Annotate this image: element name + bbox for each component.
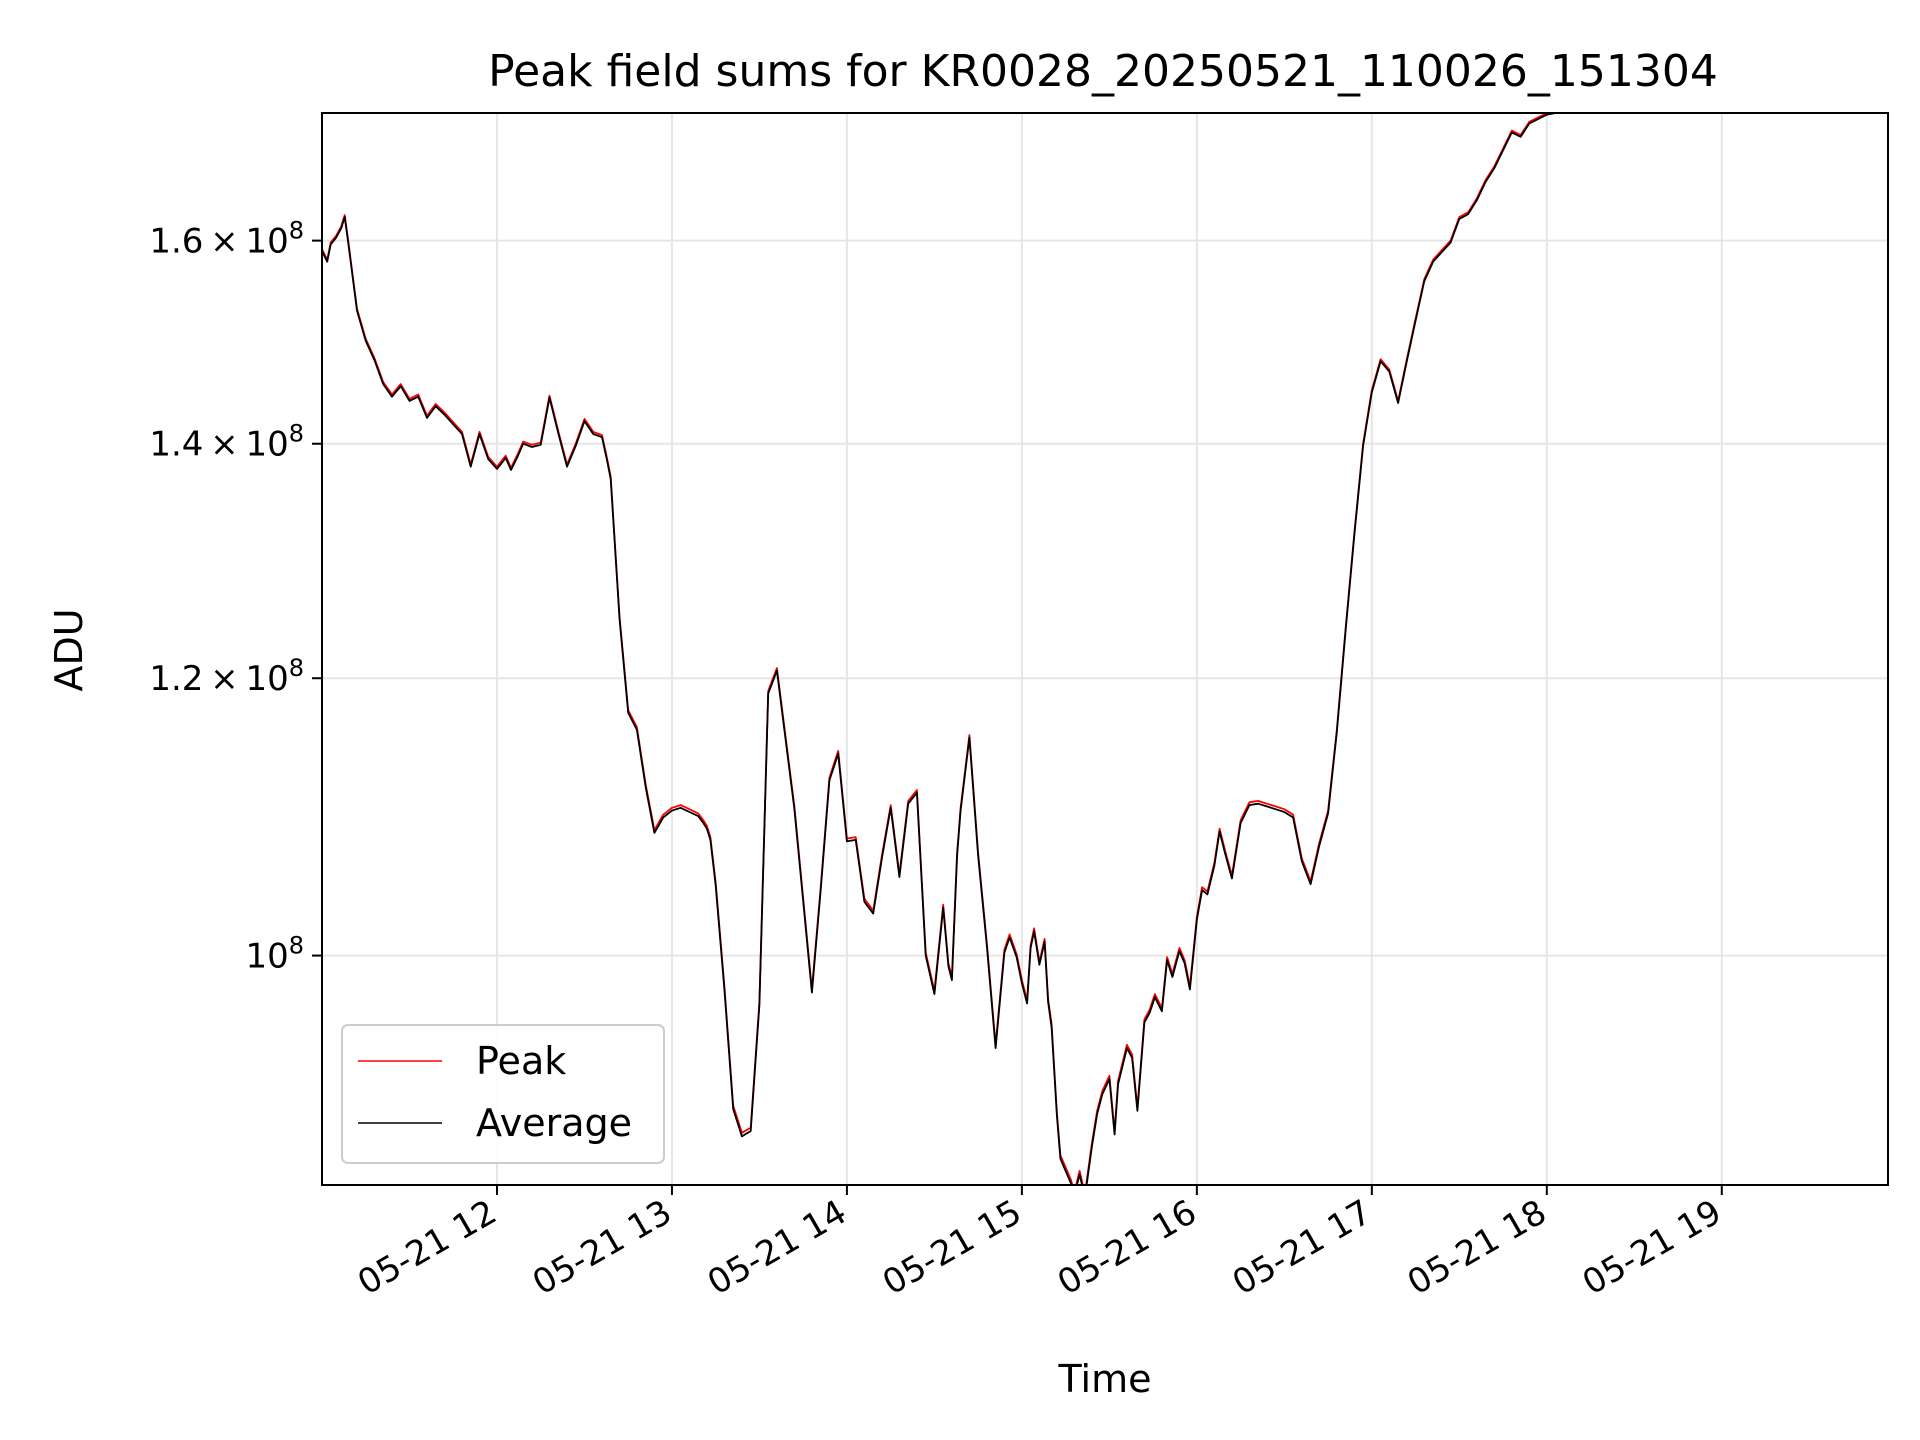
y-tick-label: 1.2 × 108: [149, 654, 304, 699]
y-tick-label: 1.4 × 108: [149, 420, 304, 465]
legend-label-average: Average: [476, 1101, 632, 1145]
series-line-average: [322, 113, 1565, 1185]
y-axis-ticks: 108 1.2 × 108 1.4 × 108 1.6 × 108: [149, 217, 322, 977]
legend-label-peak: Peak: [476, 1039, 566, 1083]
x-axis-label: Time: [1058, 1357, 1152, 1401]
y-tick-label: 108: [245, 932, 304, 977]
legend: Peak Average: [341, 1024, 665, 1164]
y-axis-label: ADU: [47, 608, 91, 691]
plot-area: [322, 113, 1888, 1185]
grid-lines: [322, 113, 1888, 1185]
chart-title: Peak field sums for KR0028_20250521_1100…: [488, 46, 1718, 97]
y-tick-label: 1.6 × 108: [149, 217, 304, 262]
plot-frame: [321, 112, 1889, 1186]
legend-box: [341, 1024, 665, 1164]
series-lines: [322, 113, 1565, 1185]
